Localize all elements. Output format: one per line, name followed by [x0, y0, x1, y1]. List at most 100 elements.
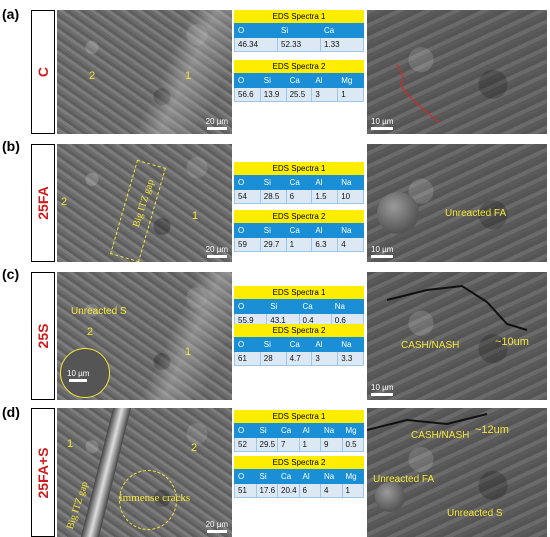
eds-header: Ca	[298, 299, 332, 314]
eds-value: 1	[341, 483, 364, 498]
eds-title: EDS Spectra 1	[234, 410, 364, 423]
sem-image-left: Unreacted S 2 1 10 µm	[57, 272, 232, 400]
eds-value: 51	[234, 483, 257, 498]
eds-value: 46.34	[234, 37, 278, 52]
eds-header: O	[234, 223, 261, 238]
scale-label: 20 µm	[205, 245, 228, 254]
scale-bar: 20 µm	[206, 117, 228, 130]
eds-value: 17.6	[255, 483, 278, 498]
scale-label: 10 µm	[371, 245, 394, 254]
point-marker: 1	[185, 346, 192, 358]
eds-header: Na	[337, 337, 364, 352]
eds-header: Si	[259, 337, 287, 352]
eds-title: EDS Spectra 1	[234, 286, 364, 299]
eds-value: 1.5	[311, 189, 339, 204]
eds-value: 28.5	[259, 189, 287, 204]
crack-lines	[367, 413, 488, 431]
eds-value: 3	[311, 351, 339, 366]
inset-scale-label: 10 µm	[67, 369, 90, 378]
eds-header: Al	[298, 423, 321, 438]
sem-image-right: Unreacted FA 10 µm	[367, 144, 547, 262]
immense-cracks-label: Immense cracks	[119, 492, 191, 504]
eds-title: EDS Spectra 2	[234, 456, 364, 469]
eds-header: O	[234, 175, 261, 190]
eds-table-1: EDS Spectra 1 O Si Ca Al Na Mg 52 29.5 7…	[234, 410, 364, 452]
unreacted-fa-particle	[375, 482, 405, 512]
crack-trace	[396, 64, 440, 123]
eds-value: 10	[337, 189, 364, 204]
unreacted-s-label: Unreacted S	[447, 508, 503, 519]
sem-image-left: Big ITZ gap 2 1 20 µm	[57, 144, 232, 262]
eds-value: 3.3	[337, 351, 364, 366]
eds-value: 59	[234, 237, 261, 252]
eds-header: Si	[259, 73, 287, 88]
inset-scale-bar: 10 µm	[67, 369, 89, 382]
eds-header: Al	[298, 469, 321, 484]
width-label: ~10um	[495, 336, 529, 348]
eds-value: 20.4	[277, 483, 300, 498]
eds-value: 52.33	[277, 37, 321, 52]
panel-a: (a) C 2 1 20 µm EDS Spectra 1 O Si Ca 46…	[0, 0, 550, 135]
eds-header: Al	[311, 223, 339, 238]
eds-value: 61	[234, 351, 261, 366]
panel-c: (c) 25S Unreacted S 2 1 10 µm EDS Spectr…	[0, 262, 550, 400]
eds-header: Ca	[285, 337, 313, 352]
eds-table-1: EDS Spectra 1 O Si Ca 46.34 52.33 1.33	[234, 10, 364, 52]
eds-header: O	[234, 337, 261, 352]
eds-header: Mg	[341, 423, 364, 438]
panel-letter: (a)	[2, 6, 20, 22]
scale-bar: 20 µm	[206, 520, 228, 533]
eds-value: 28	[259, 351, 287, 366]
sample-label: 25S	[35, 323, 51, 349]
eds-table-1: EDS Spectra 1 O Si Ca Na 55.9 43.1 0.4 0…	[233, 286, 365, 328]
eds-value: 4	[320, 483, 343, 498]
eds-header: Na	[337, 223, 364, 238]
eds-header: Si	[255, 423, 278, 438]
eds-table-2: EDS Spectra 2 O Si Ca Al Na 59 29.7 1 6.…	[234, 210, 364, 252]
sample-label-box: 25S	[31, 272, 55, 400]
eds-header: Na	[320, 469, 343, 484]
eds-header: O	[234, 73, 261, 88]
eds-header: O	[234, 23, 278, 38]
eds-header: Al	[311, 73, 339, 88]
scale-label: 10 µm	[371, 117, 394, 126]
cash-nash-label: CASH/NASH	[411, 430, 470, 441]
eds-title: EDS Spectra 2	[234, 60, 364, 73]
eds-header: Ca	[277, 423, 300, 438]
sem-image-right: 10 µm	[367, 10, 547, 134]
eds-header: O	[233, 299, 268, 314]
eds-value: 9	[320, 437, 343, 452]
eds-value: 1	[337, 87, 364, 102]
inset-circle: 10 µm	[60, 348, 110, 398]
eds-header: Ca	[320, 23, 364, 38]
sample-label-box: 25FA	[31, 144, 55, 262]
sem-image-left: 1 2 Big ITZ gap Immense cracks 20 µm	[57, 408, 232, 537]
scale-label: 20 µm	[205, 520, 228, 529]
eds-value: 1	[285, 237, 313, 252]
eds-header: Na	[337, 175, 364, 190]
cash-nash-label: CASH/NASH	[401, 340, 460, 351]
eds-value: 13.9	[259, 87, 287, 102]
eds-title: EDS Spectra 2	[234, 324, 364, 337]
eds-value: 1.33	[320, 37, 364, 52]
eds-header: Si	[266, 299, 300, 314]
scale-bar: 10 µm	[371, 245, 393, 258]
panel-letter: (d)	[2, 404, 20, 420]
eds-value: 29.5	[255, 437, 278, 452]
sample-label-box: 25FA+S	[31, 408, 55, 537]
eds-header: Ca	[285, 175, 313, 190]
eds-header: Si	[259, 223, 287, 238]
eds-value: 6	[285, 189, 313, 204]
point-marker: 2	[191, 442, 198, 454]
eds-table-2: EDS Spectra 2 O Si Ca Al Mg 56.6 13.9 25…	[234, 60, 364, 102]
eds-header: Ca	[285, 73, 313, 88]
eds-header: Ca	[285, 223, 313, 238]
crack-lines	[386, 284, 528, 331]
eds-value: 6.3	[311, 237, 339, 252]
eds-header: Si	[255, 469, 278, 484]
eds-header: Na	[330, 299, 365, 314]
scale-bar: 10 µm	[371, 383, 393, 396]
width-label: ~12um	[475, 424, 509, 436]
crack-ellipse	[119, 470, 177, 530]
eds-value: 56.6	[234, 87, 261, 102]
